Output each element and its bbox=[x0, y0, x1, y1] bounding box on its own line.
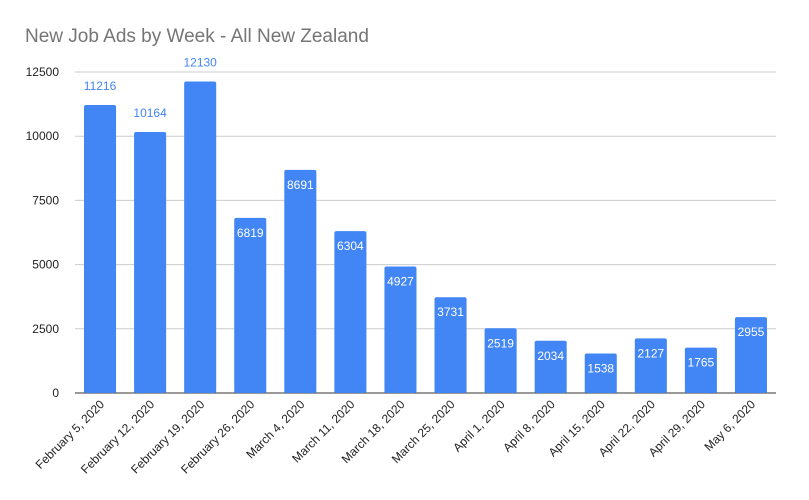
data-label: 2955 bbox=[738, 325, 765, 339]
y-tick-label: 5000 bbox=[32, 258, 59, 272]
chart-title: New Job Ads by Week - All New Zealand bbox=[25, 26, 369, 47]
gridlines bbox=[75, 71, 776, 394]
data-label: 10164 bbox=[133, 106, 167, 120]
data-label: 1538 bbox=[587, 362, 614, 376]
data-label: 11216 bbox=[84, 79, 117, 93]
data-label: 3731 bbox=[437, 305, 464, 319]
bar bbox=[134, 131, 167, 394]
data-label: 2519 bbox=[487, 336, 514, 350]
bar bbox=[384, 266, 417, 393]
y-tick-label: 2500 bbox=[32, 322, 59, 336]
bar bbox=[334, 231, 367, 393]
bar bbox=[484, 328, 517, 393]
data-label: 6304 bbox=[337, 239, 364, 253]
x-tick-label: April 1, 2020 bbox=[450, 397, 508, 455]
y-tick-label: 12500 bbox=[26, 65, 60, 79]
y-axis-ticks: 0 2500 5000 7500 10000 12500 bbox=[26, 65, 60, 400]
bar bbox=[184, 81, 217, 394]
bar bbox=[84, 104, 117, 394]
data-label: 2034 bbox=[537, 349, 564, 363]
bar bbox=[634, 338, 667, 393]
y-tick-label: 7500 bbox=[32, 193, 59, 207]
bars bbox=[84, 81, 767, 394]
bar bbox=[734, 317, 767, 393]
x-tick-label: May 6, 2020 bbox=[701, 397, 758, 454]
y-tick-label: 10000 bbox=[26, 129, 60, 143]
data-label: 1765 bbox=[688, 356, 715, 370]
data-label: 2127 bbox=[637, 346, 664, 360]
bar bbox=[234, 217, 267, 393]
bar bbox=[684, 347, 717, 393]
data-label: 4927 bbox=[387, 274, 414, 288]
data-label: 6819 bbox=[237, 226, 264, 240]
bar bbox=[284, 169, 317, 393]
data-label: 8691 bbox=[287, 178, 314, 192]
data-labels: 11216 10164 12130 6819 8691 6304 4927 3731 2519 2… bbox=[84, 56, 765, 376]
bar bbox=[534, 340, 567, 393]
data-label: 12130 bbox=[183, 56, 217, 70]
bar bbox=[434, 297, 467, 393]
y-tick-label: 0 bbox=[52, 386, 59, 400]
bar bbox=[584, 353, 617, 393]
